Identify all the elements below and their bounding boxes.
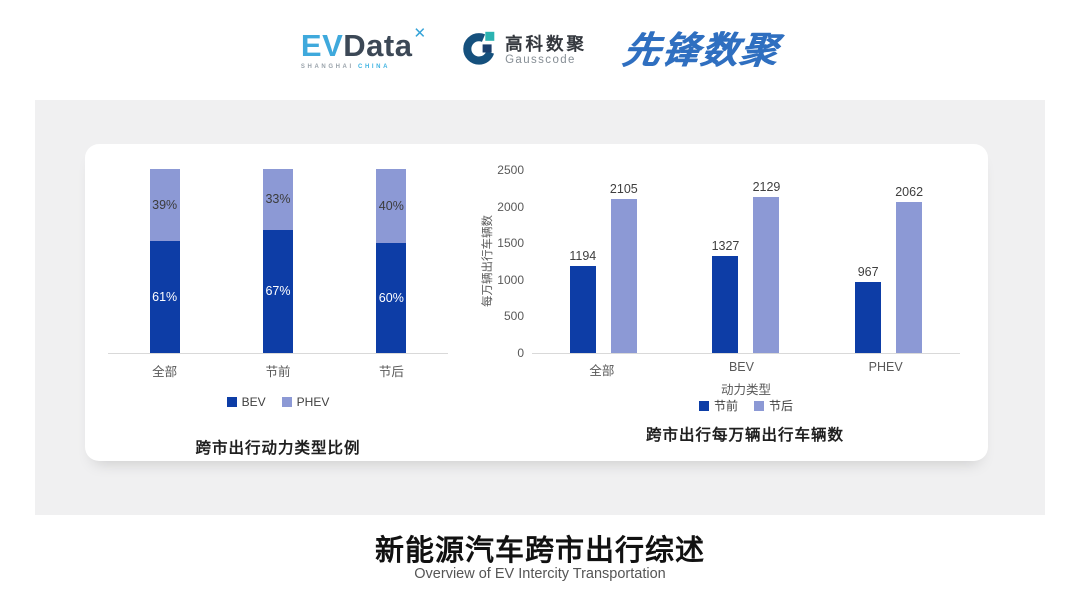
bar-wrap: 2062 [895, 185, 923, 353]
x-category-labels: 全部 BEV PHEV [532, 360, 960, 379]
category-label: BEV [728, 360, 754, 374]
bar-节后 [896, 202, 923, 353]
legend-item: 节前 [698, 397, 738, 414]
bar-segment-phev: 33% [262, 169, 293, 230]
legend-label: PHEV [296, 395, 330, 409]
y-tick-label: 2000 [497, 199, 524, 214]
bar-group: 1194 2105 [569, 182, 638, 353]
bar-segment-label: 61% [152, 289, 178, 304]
legend: BEV PHEV [108, 395, 448, 409]
bar-wrap: 967 [855, 265, 882, 353]
x-axis-title: 动力类型 [720, 383, 771, 397]
xianfeng-logo: 先锋数聚 [620, 29, 782, 71]
main-subtitle: Overview of EV Intercity Transportation [414, 566, 666, 582]
gausscode-logo: 高科数聚 Gausscode [461, 30, 587, 71]
chart-title: 跨市出行每万辆出行车辆数 [645, 427, 844, 444]
chart-power-type-ratio: 39% 61% 33% 67% 40% 60% 全部 节前 节后 BEV PHEV 跨市出行动力… [108, 169, 448, 458]
category-label: 全部 [152, 365, 178, 379]
y-tick-label: 1500 [497, 236, 524, 251]
y-tick-label: 0 [517, 346, 524, 360]
bar-value-label: 1327 [711, 238, 740, 253]
logo-bar: EV Data ✕ SHANGHAI CHINA 高科数聚 Gausscode [0, 18, 1080, 82]
evdata-sub-china: CHINA [358, 64, 391, 70]
bar-segment-phev: 39% [149, 169, 180, 241]
bar-wrap: 2129 [753, 180, 780, 353]
stacked-bar: 40% 60% [376, 169, 407, 353]
y-tick-label: 1000 [497, 272, 524, 287]
bar-节前 [855, 282, 882, 353]
evdata-logo: EV Data ✕ SHANGHAI CHINA [300, 26, 426, 70]
evdata-x-icon: ✕ [413, 25, 427, 42]
category-label: 节前 [265, 365, 291, 379]
bar-value-label: 967 [857, 265, 879, 280]
legend-item: 节后 [754, 397, 793, 414]
chart-title: 跨市出行动力类型比例 [195, 440, 361, 457]
bar-segment-bev: 60% [376, 242, 407, 353]
legend-label: 节后 [769, 399, 794, 413]
evdata-ev-text: EV [300, 28, 344, 63]
bar-wrap: 2105 [610, 182, 638, 353]
legend-item: BEV [226, 395, 266, 409]
legend-label: BEV [241, 395, 266, 409]
gausscode-cn-text: 高科数聚 [505, 33, 588, 54]
bar-segment-bev: 61% [149, 240, 180, 353]
y-axis-ticks: 0 500 1000 1500 2000 2500 [492, 163, 532, 360]
bar-value-label: 2129 [752, 180, 781, 195]
evdata-sub-shanghai: SHANGHAI [300, 64, 354, 70]
gausscode-logo-mark [461, 30, 497, 71]
bar-segment-label: 67% [265, 284, 291, 299]
legend: 节前 节后 [532, 397, 960, 414]
charts-card [85, 144, 988, 461]
legend-item: PHEV [281, 395, 330, 409]
stacked-bars-plot: 39% 61% 33% 67% 40% 60% [108, 169, 448, 354]
bar-value-label: 2062 [895, 185, 924, 200]
legend-swatch [281, 397, 292, 407]
category-label: PHEV [868, 360, 903, 374]
evdata-data-text: Data [343, 28, 413, 63]
stacked-bar: 33% 67% [262, 169, 293, 353]
bar-节前 [712, 255, 739, 353]
bar-节后 [610, 198, 637, 353]
legend-swatch [754, 400, 764, 411]
bar-group: 967 2062 [855, 185, 923, 353]
legend-swatch [698, 400, 709, 411]
chart-trips-per-10k: 每万辆出行车辆数 0 500 1000 1500 2000 2500 1194 2105 13… [470, 160, 980, 450]
bar-value-label: 2105 [609, 181, 638, 196]
category-label: 节后 [378, 365, 404, 379]
bar-segment-label: 39% [152, 197, 178, 212]
bar-segment-phev: 40% [376, 169, 407, 243]
y-tick-label: 500 [503, 309, 524, 324]
bar-wrap: 1194 [569, 249, 596, 353]
bar-segment-label: 33% [265, 192, 291, 207]
bar-segment-label: 40% [378, 198, 404, 213]
bar-节后 [753, 197, 780, 353]
legend-label: 节前 [713, 399, 738, 413]
bar-wrap: 1327 [712, 239, 739, 353]
gausscode-en-text: Gausscode [505, 53, 576, 66]
bar-group: 1327 2129 [712, 180, 780, 353]
legend-swatch [226, 397, 237, 407]
bar-segment-bev: 67% [262, 229, 293, 353]
grouped-bars-plot: 1194 2105 1327 2129 967 2062 [532, 170, 960, 354]
y-tick-label: 2500 [497, 163, 524, 177]
main-title: 新能源汽车跨市出行综述 [374, 535, 705, 567]
bar-value-label: 1194 [569, 248, 597, 263]
x-category-labels: 全部 节前 节后 [108, 361, 448, 380]
category-label: 全部 [589, 364, 615, 378]
bar-节前 [569, 265, 596, 353]
bar-segment-label: 60% [378, 290, 404, 305]
stacked-bar: 39% 61% [149, 169, 180, 353]
